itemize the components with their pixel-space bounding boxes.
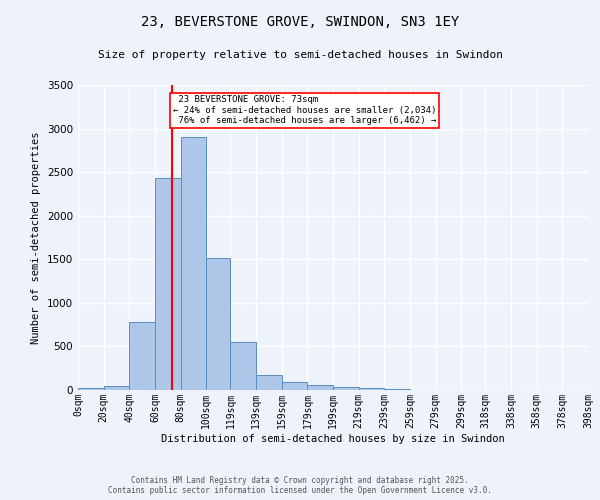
Bar: [155, 178, 181, 390]
X-axis label: Distribution of semi-detached houses by size in Swindon: Distribution of semi-detached houses by …: [161, 434, 505, 444]
Text: Size of property relative to semi-detached houses in Swindon: Size of property relative to semi-detach…: [97, 50, 503, 60]
Bar: [282, 382, 307, 390]
Text: Contains HM Land Registry data © Crown copyright and database right 2025.
Contai: Contains HM Land Registry data © Crown c…: [108, 476, 492, 495]
Bar: [78, 388, 104, 390]
Text: 23, BEVERSTONE GROVE, SWINDON, SN3 1EY: 23, BEVERSTONE GROVE, SWINDON, SN3 1EY: [141, 15, 459, 29]
Text: 23 BEVERSTONE GROVE: 73sqm
← 24% of semi-detached houses are smaller (2,034)
 76: 23 BEVERSTONE GROVE: 73sqm ← 24% of semi…: [173, 96, 436, 126]
Bar: [256, 375, 282, 390]
Bar: [206, 258, 230, 390]
Bar: [104, 386, 129, 390]
Bar: [181, 138, 206, 390]
Bar: [129, 322, 155, 390]
Bar: [307, 385, 333, 390]
Bar: [384, 389, 410, 390]
Bar: [333, 388, 359, 390]
Bar: [230, 342, 256, 390]
Y-axis label: Number of semi-detached properties: Number of semi-detached properties: [31, 131, 41, 344]
Bar: [359, 388, 384, 390]
